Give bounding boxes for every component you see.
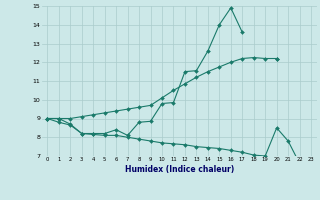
X-axis label: Humidex (Indice chaleur): Humidex (Indice chaleur) [124,165,234,174]
